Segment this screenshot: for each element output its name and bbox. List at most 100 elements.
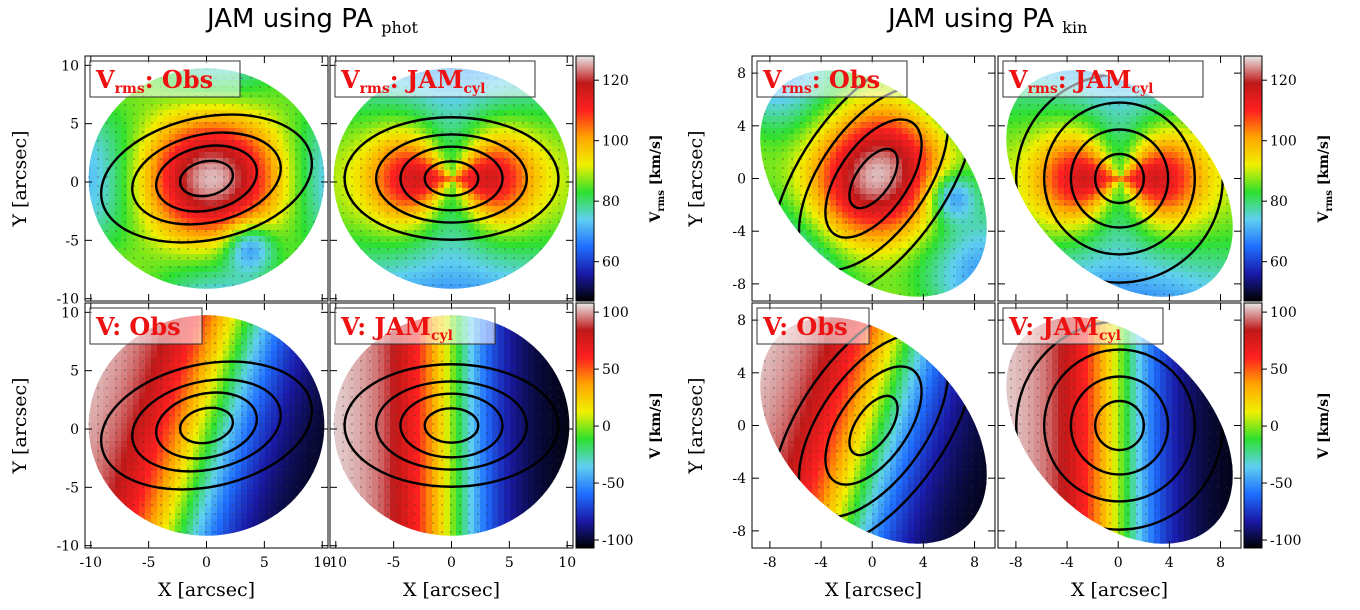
contour-1 bbox=[824, 365, 923, 486]
colorbar-label: V [km/s] bbox=[1316, 392, 1332, 460]
contour-0 bbox=[848, 147, 899, 210]
y-tick-label: 4 bbox=[737, 366, 746, 382]
contour-2 bbox=[131, 378, 282, 473]
y-tick-label: 10 bbox=[61, 58, 79, 74]
contour-0 bbox=[178, 406, 235, 445]
x-axis-label: X [arcsec] bbox=[403, 579, 500, 601]
x-tick-label: 0 bbox=[202, 555, 211, 571]
colorbar-0-1: -100 -50 0 50 100 V [km/s] bbox=[575, 302, 664, 549]
colorbar-tick-label: -50 bbox=[1270, 476, 1293, 492]
panel-title-box bbox=[334, 60, 536, 98]
isophote-contours bbox=[99, 360, 314, 491]
panel-title: Vrms: Obs bbox=[762, 65, 880, 97]
colorbar-tick-label: 120 bbox=[1270, 73, 1297, 89]
x-axis-label: X [arcsec] bbox=[158, 579, 255, 601]
colorbar-gradient bbox=[575, 302, 595, 549]
y-tick-label: 0 bbox=[70, 175, 79, 191]
panel-title: Vrms: JAMcyl bbox=[1008, 65, 1153, 97]
colorbar-tick-label: 0 bbox=[602, 419, 611, 435]
panel-ticks bbox=[330, 56, 573, 301]
panel-title: Vrms: Obs bbox=[95, 65, 213, 97]
y-axis-label: Y [arcsec] bbox=[9, 130, 31, 227]
x-tick-label: -5 bbox=[142, 555, 156, 571]
y-tick-label: -5 bbox=[65, 480, 79, 496]
panel-title: V: Obs bbox=[95, 312, 181, 341]
contour-3 bbox=[99, 113, 314, 244]
colorbar-tick-label: 80 bbox=[602, 194, 620, 210]
x-tick-label: 10 bbox=[313, 555, 331, 571]
panel-0-1-0: V: Obs -10 -5 0 5 10 -10 -5 0 5 10 X [arcsec] Y [arc… bbox=[9, 302, 331, 601]
colorbar-tick-label: 60 bbox=[602, 255, 620, 271]
contour-1 bbox=[1069, 128, 1170, 229]
y-tick-label: 0 bbox=[737, 172, 746, 188]
panel-1-0-0: Vrms: Obs -8 -4 0 4 8 Y [arcsec] bbox=[685, 51, 999, 306]
x-tick-label: -4 bbox=[1060, 555, 1074, 571]
x-tick-label: 8 bbox=[1216, 555, 1225, 571]
contour-2 bbox=[374, 380, 529, 471]
contour-0 bbox=[178, 159, 235, 198]
colorbar-0-0: 60 80 100 120 Vrms [km/s] bbox=[575, 55, 667, 302]
y-tick-label: -10 bbox=[56, 292, 79, 308]
panel-title-box bbox=[1002, 60, 1204, 98]
x-tick-label: -5 bbox=[387, 555, 401, 571]
panel-title-box bbox=[89, 307, 203, 345]
y-axis-label: Y [arcsec] bbox=[685, 130, 707, 227]
x-tick-label: -4 bbox=[814, 555, 828, 571]
contour-1 bbox=[1069, 375, 1170, 476]
panel-1-1-1: V: JAMcyl -8 -4 0 4 8 X [arcsec] bbox=[997, 302, 1245, 601]
contour-0 bbox=[423, 160, 480, 197]
x-tick-label: 0 bbox=[447, 555, 456, 571]
panel-ticks bbox=[998, 56, 1241, 301]
contour-0 bbox=[1093, 399, 1145, 452]
isophote-contours bbox=[99, 113, 314, 244]
panel-title-box bbox=[1002, 307, 1164, 345]
colorbar-tick-label: 100 bbox=[602, 305, 629, 321]
contour-2 bbox=[1042, 101, 1197, 256]
contour-1 bbox=[154, 144, 259, 213]
contour-1 bbox=[399, 145, 504, 212]
x-tick-label: 0 bbox=[1114, 555, 1123, 571]
colorbar-gradient bbox=[1243, 55, 1263, 302]
y-tick-label: 0 bbox=[70, 422, 79, 438]
panel-title: Vrms: JAMcyl bbox=[340, 65, 485, 97]
panel-title: V: Obs bbox=[762, 312, 848, 341]
colorbar-label: Vrms [km/s] bbox=[648, 135, 667, 224]
isophote-contours bbox=[343, 116, 560, 241]
y-tick-label: 5 bbox=[70, 364, 79, 380]
contour-0 bbox=[1093, 152, 1145, 205]
y-tick-label: 8 bbox=[737, 313, 746, 329]
x-tick-label: -10 bbox=[325, 555, 348, 571]
x-tick-label: 10 bbox=[558, 555, 576, 571]
y-tick-label: 4 bbox=[737, 119, 746, 135]
contour-2 bbox=[374, 133, 529, 224]
x-tick-label: 4 bbox=[919, 555, 928, 571]
colorbar-tick-label: 60 bbox=[1270, 255, 1288, 271]
panel-title: V: JAMcyl bbox=[340, 312, 453, 344]
x-tick-label: 8 bbox=[970, 555, 979, 571]
colorbar-tick-label: 100 bbox=[1270, 305, 1297, 321]
panel-title-box bbox=[756, 60, 908, 98]
y-tick-label: 0 bbox=[737, 419, 746, 435]
y-tick-label: 8 bbox=[737, 66, 746, 82]
contour-3 bbox=[99, 360, 314, 491]
isophote-contours bbox=[343, 363, 560, 488]
y-tick-label: -4 bbox=[732, 224, 746, 240]
y-axis-label: Y [arcsec] bbox=[9, 377, 31, 474]
panel-0-1-1: V: JAMcyl -10 -5 0 5 10 X [arcsec] bbox=[325, 302, 576, 601]
colorbar-tick-label: -100 bbox=[602, 533, 633, 549]
contour-0 bbox=[423, 407, 480, 444]
panel-1-0-1: Vrms: JAMcyl bbox=[997, 55, 1245, 303]
colorbar-tick-label: 50 bbox=[602, 362, 620, 378]
x-tick-label: 5 bbox=[505, 555, 514, 571]
contour-1 bbox=[824, 118, 923, 239]
contour-3 bbox=[343, 363, 560, 488]
y-tick-label: -8 bbox=[732, 277, 746, 293]
y-axis-label: Y [arcsec] bbox=[685, 377, 707, 474]
y-tick-label: -8 bbox=[732, 524, 746, 540]
panel-0-0-0: Vrms: Obs -10 -5 0 5 10 Y [arcsec] bbox=[9, 55, 329, 308]
y-tick-label: 5 bbox=[70, 117, 79, 133]
contour-1 bbox=[154, 391, 259, 460]
x-tick-label: -8 bbox=[1009, 555, 1023, 571]
colorbar-tick-label: 120 bbox=[602, 73, 629, 89]
colorbar-tick-label: 100 bbox=[602, 134, 629, 150]
